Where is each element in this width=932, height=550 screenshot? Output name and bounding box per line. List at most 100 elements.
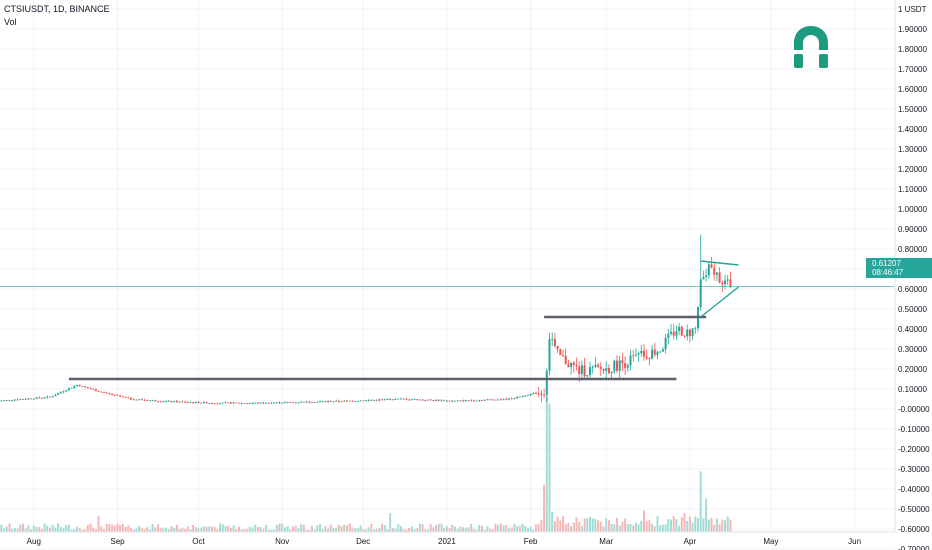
candle-body	[367, 400, 370, 401]
volume-bar	[537, 524, 540, 532]
candle-body	[400, 398, 402, 400]
candle-body	[24, 399, 27, 400]
candle-body	[667, 333, 670, 339]
candle-body	[418, 399, 421, 401]
volume-bar	[594, 518, 597, 532]
volume-bar	[508, 528, 510, 532]
volume-bar	[281, 523, 284, 532]
volume-bar	[389, 513, 392, 532]
volume-bar	[429, 523, 432, 532]
candle-body	[553, 339, 556, 346]
volume-bar	[278, 523, 281, 532]
candle-body	[688, 329, 691, 337]
volume-bar	[497, 525, 500, 532]
candle-body	[564, 355, 567, 365]
volume-bar	[400, 526, 402, 532]
candle-body	[294, 402, 297, 404]
volume-bar	[273, 529, 276, 532]
candle-body	[521, 395, 524, 397]
volume-bar	[454, 526, 456, 532]
volume-bar	[216, 529, 219, 532]
time-tick-label: Sep	[110, 537, 125, 546]
candle-body	[724, 280, 726, 285]
price-tick-label: -0.60000	[898, 525, 930, 534]
candle-body	[440, 400, 443, 402]
candle-body	[16, 399, 19, 401]
candle-body	[256, 402, 259, 404]
candle-body	[505, 398, 508, 400]
volume-bar	[356, 528, 359, 532]
candle-body	[30, 398, 33, 400]
candle-body	[3, 400, 6, 402]
candle-body	[486, 399, 489, 401]
price-tick-label: -0.30000	[898, 465, 930, 474]
volume-bar	[580, 526, 583, 532]
volume-bar	[418, 523, 421, 532]
volume-bar	[640, 520, 643, 532]
candle-body	[713, 267, 716, 275]
volume-bar	[22, 523, 24, 532]
candle-body	[394, 399, 397, 400]
price-tick-label: -0.70000	[898, 545, 930, 550]
volume-bar	[49, 527, 51, 532]
price-tick-label: 1 USDT	[898, 5, 927, 14]
volume-bar	[351, 527, 354, 532]
volume-bar	[73, 528, 76, 532]
volume-bar	[424, 529, 427, 532]
volume-indicator-label[interactable]: Vol	[4, 17, 17, 27]
candle-body	[146, 400, 149, 401]
candle-body	[683, 335, 686, 337]
volume-bar	[300, 524, 303, 532]
candle-body	[140, 399, 143, 401]
candle-body	[265, 402, 267, 404]
volume-bar	[472, 528, 475, 532]
volume-bar	[359, 525, 362, 532]
candle-body	[497, 399, 500, 401]
triangle-trendline	[700, 286, 739, 318]
candle-body	[408, 399, 411, 401]
candle-body	[124, 396, 127, 398]
candle-body	[702, 277, 705, 280]
candle-body	[391, 399, 394, 401]
volume-bar	[616, 517, 618, 532]
volume-bar	[513, 523, 516, 532]
volume-bar	[35, 526, 38, 532]
chart-grid	[0, 0, 895, 550]
candle-body	[327, 401, 330, 402]
volume-bar	[437, 523, 440, 532]
volume-bar	[632, 525, 635, 532]
candle-body	[715, 272, 718, 275]
candle-body	[178, 401, 181, 403]
candle-body	[192, 402, 195, 403]
volume-bar	[70, 529, 73, 532]
volume-bar	[59, 526, 62, 532]
candle-body	[510, 398, 513, 400]
volume-bar	[643, 510, 645, 532]
volume-bar	[165, 527, 168, 532]
candle-body	[454, 400, 456, 402]
volume-bar	[340, 526, 343, 532]
candle-body	[57, 393, 60, 395]
volume-bar	[186, 526, 189, 532]
candle-body	[599, 366, 602, 369]
candle-body	[167, 400, 170, 402]
volume-bar	[529, 526, 532, 532]
magnet-logo-icon	[792, 26, 830, 68]
candle-body	[621, 360, 624, 364]
candle-body	[499, 399, 502, 401]
candle-body	[8, 399, 11, 401]
volume-bar	[16, 528, 19, 532]
volume-bar	[597, 520, 600, 532]
candle-body	[262, 402, 265, 404]
candle-body	[316, 401, 319, 403]
volume-bar	[699, 471, 702, 532]
volume-bar	[613, 524, 616, 532]
volume-bar	[289, 529, 292, 532]
price-tick-label: 0.80000	[898, 245, 927, 254]
volume-bar	[381, 523, 384, 532]
candle-body	[73, 386, 76, 388]
volume-bar	[691, 522, 694, 532]
volume-bar	[535, 524, 537, 532]
volume-bar	[386, 529, 389, 532]
